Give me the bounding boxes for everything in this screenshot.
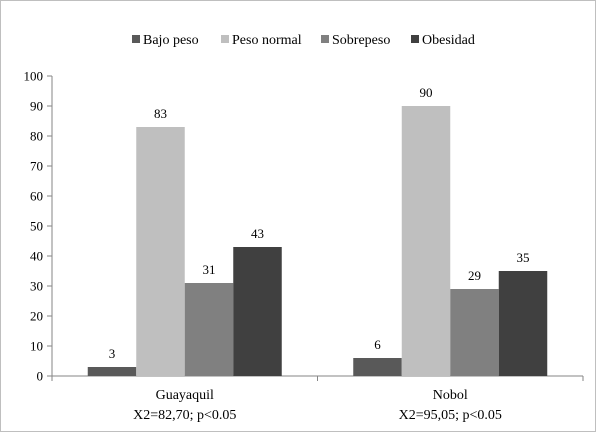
y-tick-label: 30 xyxy=(30,279,43,294)
data-label: 6 xyxy=(374,337,381,352)
legend-swatch xyxy=(411,35,419,43)
category-label: Guayaquil xyxy=(156,388,214,403)
data-label: 43 xyxy=(251,226,264,241)
y-tick-label: 40 xyxy=(30,249,43,264)
legend-label: Sobrepeso xyxy=(332,33,390,48)
y-tick-label: 100 xyxy=(24,69,44,84)
legend-item: Sobrepeso xyxy=(321,33,390,48)
legend-item: Peso normal xyxy=(221,33,302,48)
y-tick-label: 60 xyxy=(30,189,43,204)
legend-item: Bajo peso xyxy=(132,33,199,48)
bar xyxy=(498,271,548,376)
bar xyxy=(233,247,282,376)
legend-swatch xyxy=(321,35,329,43)
legend-label: Peso normal xyxy=(232,33,302,48)
legend-label: Bajo peso xyxy=(143,33,199,48)
category-sublabel: X2=82,70; p<0.05 xyxy=(133,408,236,423)
data-label: 31 xyxy=(203,262,216,277)
bar xyxy=(450,289,499,376)
bars xyxy=(87,106,548,376)
data-labels: 3 83 31 43 6 90 29 35 xyxy=(109,85,530,361)
y-tick-label: 90 xyxy=(30,99,43,114)
legend-swatch xyxy=(221,35,229,43)
data-label: 29 xyxy=(468,268,481,283)
bar xyxy=(401,106,451,376)
data-label: 3 xyxy=(109,346,116,361)
legend-swatch xyxy=(132,35,140,43)
data-label: 83 xyxy=(154,106,167,121)
bar xyxy=(136,127,185,376)
legend: Bajo peso Peso normal Sobrepeso Obesidad xyxy=(132,33,475,48)
legend-item: Obesidad xyxy=(411,33,475,48)
y-tick-label: 50 xyxy=(30,219,43,234)
data-label: 90 xyxy=(420,85,433,100)
data-label: 35 xyxy=(517,250,530,265)
y-tick-label: 0 xyxy=(37,369,44,384)
category-sublabel: X2=95,05; p<0.05 xyxy=(399,408,502,423)
legend-label: Obesidad xyxy=(422,33,475,48)
bar xyxy=(87,367,137,376)
category-label: Nobol xyxy=(433,388,468,403)
y-tick-label: 70 xyxy=(30,159,43,174)
bar xyxy=(184,283,234,376)
y-tick-label: 80 xyxy=(30,129,43,144)
bar xyxy=(353,358,402,376)
y-tick-label: 20 xyxy=(30,309,43,324)
y-tick-label: 10 xyxy=(30,339,43,354)
